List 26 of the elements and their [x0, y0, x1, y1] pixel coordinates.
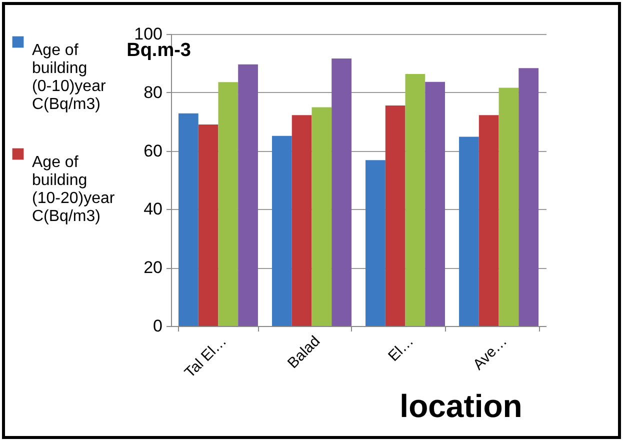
y-tick-label: 80	[144, 82, 162, 102]
y-tick-label: 20	[144, 258, 162, 278]
x-tick-label: Tal El…	[181, 332, 230, 382]
bar	[218, 82, 238, 326]
bar	[332, 58, 352, 326]
y-tick-label: 40	[144, 200, 162, 219]
bar	[498, 88, 519, 326]
bar	[292, 115, 312, 326]
bar	[385, 106, 406, 326]
bar	[518, 68, 539, 326]
x-axis-title: location	[400, 388, 522, 424]
y-tick-label: 60	[144, 141, 162, 160]
bar	[312, 107, 332, 326]
x-tick-label: El…	[385, 332, 418, 365]
legend-label: Age of building (0-10)year C(Bq/m3)	[32, 42, 106, 113]
bar	[478, 115, 499, 326]
bar	[459, 136, 479, 326]
bar	[366, 160, 386, 326]
bar	[425, 82, 445, 326]
bar	[405, 74, 426, 326]
bar	[238, 64, 258, 326]
bar	[198, 124, 218, 326]
bar	[272, 136, 292, 326]
legend-label: Age of building (10-20)year C(Bq/m3)	[32, 154, 116, 225]
bar	[178, 113, 198, 326]
y-tick-label: 0	[153, 316, 162, 336]
